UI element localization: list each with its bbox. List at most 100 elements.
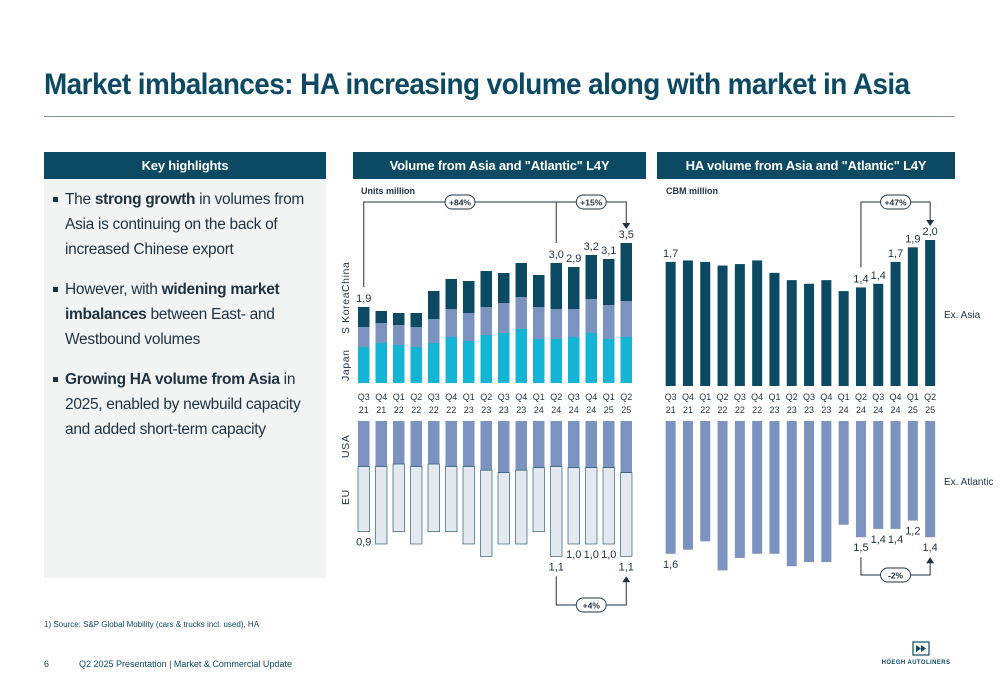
bar-lower-eu [620, 472, 633, 557]
tick-label: 24 [856, 405, 866, 415]
bar-upper-china [428, 291, 440, 319]
data-label: 3,1 [601, 245, 616, 257]
bar-lower-usa [445, 421, 457, 467]
tick-label: 23 [481, 405, 491, 415]
tick-label: 23 [804, 405, 814, 415]
bar-upper-china [620, 243, 632, 301]
tick-label: 21 [683, 405, 693, 415]
tick-label: Q3 [568, 392, 580, 402]
series-label-ex-atlantic: Ex. Atlantic [944, 477, 993, 488]
tick-label: 25 [908, 405, 918, 415]
data-label: 1,1 [549, 561, 564, 573]
data-label: 1,7 [663, 248, 678, 260]
arrow-down-icon [622, 223, 631, 229]
bar-upper-japan [603, 339, 615, 383]
bar-upper-japan [515, 329, 527, 383]
bar-lower-usa [480, 421, 492, 471]
source-footnote: 1) Source: S&P Global Mobility (cars & t… [44, 620, 260, 629]
chart2-units: CBM million [666, 186, 718, 196]
tick-label: Q2 [786, 392, 798, 402]
bar-lower-usa [568, 421, 580, 468]
page-footer: 6 Q2 2025 Presentation | Market & Commerc… [44, 659, 322, 669]
tick-label: 24 [569, 405, 579, 415]
bar-lower-usa [533, 421, 545, 468]
data-label: 3,2 [584, 241, 599, 253]
tick-label: Q4 [585, 392, 597, 402]
bar-lower-eu [602, 467, 615, 545]
tick-label: Q2 [855, 392, 867, 402]
growth-asia-long-pill [444, 194, 476, 210]
highlight-emphasis: widening market imbalances [65, 281, 280, 323]
page-number: 6 [44, 659, 50, 669]
data-label: 1,2 [905, 526, 920, 538]
highlight-text: The [65, 191, 95, 208]
tick-label: Q4 [890, 392, 902, 402]
bar-lower-usa [428, 421, 440, 465]
bar-upper-japan [358, 347, 370, 383]
bar-lower-usa [498, 421, 510, 473]
bar-upper-china [603, 259, 615, 305]
bar-ex-atlantic [855, 421, 866, 538]
bar-upper-japan [428, 343, 440, 383]
bar-lower-usa [393, 421, 405, 465]
series-label-ex-asia: Ex. Asia [944, 310, 981, 321]
bar-lower-usa [603, 421, 615, 468]
tick-label: 22 [446, 405, 456, 415]
data-label: 1,1 [619, 561, 634, 573]
bar-upper-s-korea [498, 303, 510, 333]
bar-upper-s-korea [445, 309, 457, 337]
bar-lower-eu [445, 466, 458, 533]
bar-ex-asia [890, 261, 901, 386]
bar-upper-s-korea [393, 325, 405, 345]
tick-label: 25 [925, 405, 935, 415]
tick-label: 23 [821, 405, 831, 415]
bar-ex-asia [838, 291, 849, 386]
bar-upper-japan [568, 337, 580, 383]
data-label: 2,0 [923, 226, 938, 238]
bar-ex-asia [717, 265, 728, 386]
bar-lower-eu [357, 466, 370, 533]
bar-upper-s-korea [428, 319, 440, 343]
bar-upper-japan [445, 337, 457, 383]
series-label-eu: EU [340, 489, 352, 505]
tick-label: Q3 [428, 392, 440, 402]
bar-ex-atlantic [838, 421, 849, 525]
bar-upper-s-korea [533, 307, 545, 339]
bar-ex-atlantic [925, 421, 936, 538]
highlight-item: However, with widening market imbalances… [53, 277, 314, 352]
tick-label: 22 [735, 405, 745, 415]
bar-ex-atlantic [907, 421, 918, 521]
bar-upper-china [358, 307, 370, 327]
bar-upper-china [585, 255, 597, 299]
tick-label: 24 [891, 405, 901, 415]
tick-label: Q4 [751, 392, 763, 402]
data-label: 0,9 [356, 537, 371, 549]
tick-label: Q4 [445, 392, 457, 402]
bar-ex-atlantic [752, 421, 763, 554]
bar-lower-usa [620, 421, 632, 473]
bar-ex-asia [769, 272, 780, 386]
series-label-skorea: S Korea [340, 292, 352, 334]
tick-label: 24 [873, 405, 883, 415]
tick-label: 22 [718, 405, 728, 415]
tick-label: Q3 [498, 392, 510, 402]
bar-upper-s-korea [585, 299, 597, 333]
data-label: 1,9 [905, 233, 920, 245]
page-title: Market imbalances: HA increasing volume … [44, 68, 910, 101]
bar-ex-atlantic [682, 421, 693, 550]
bar-ex-asia [700, 261, 711, 386]
highlight-item: Growing HA volume from Asia in 2025, ena… [53, 367, 314, 442]
bar-lower-usa [375, 421, 387, 467]
growth-asia-long: +84% [449, 198, 471, 208]
tick-label: Q1 [603, 392, 615, 402]
tick-label: Q4 [820, 392, 832, 402]
bar-ex-asia [665, 261, 676, 386]
bar-ex-asia [907, 247, 918, 386]
bar-ex-atlantic [665, 421, 676, 554]
highlight-emphasis: Growing HA volume from Asia [65, 371, 280, 388]
bar-upper-china [480, 271, 492, 307]
logo-wordmark: HÖEGH AUTOLINERS [881, 660, 951, 666]
arrow-down-icon [926, 220, 935, 226]
tick-label: Q4 [375, 392, 387, 402]
